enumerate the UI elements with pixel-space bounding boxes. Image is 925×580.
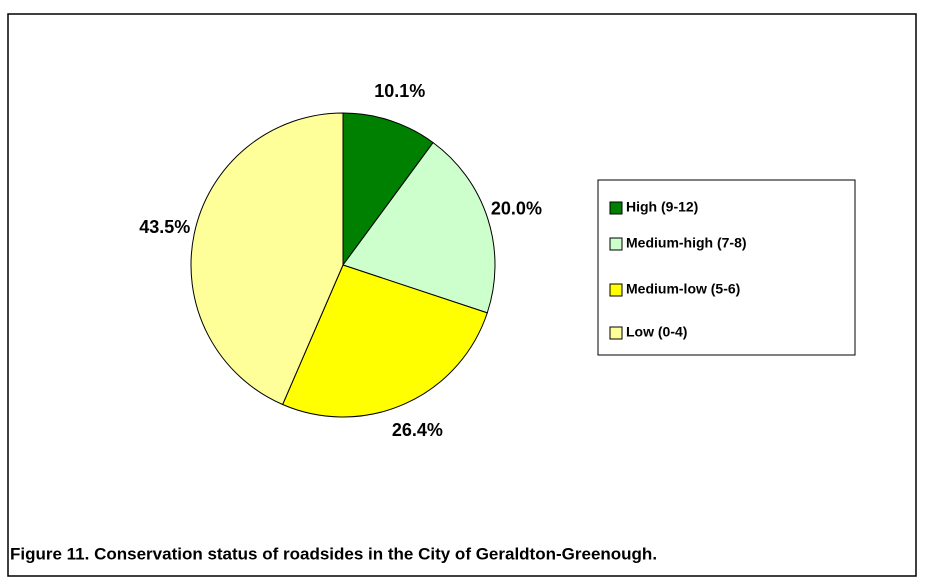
pie-slice: [190, 112, 344, 406]
legend-label: Low (0-4): [626, 324, 687, 340]
legend-swatch: [609, 201, 623, 215]
legend-label: Medium-high (7-8): [626, 235, 747, 251]
legend-swatch: [609, 237, 623, 251]
data-label: 26.4%: [392, 420, 443, 440]
data-label: 10.1%: [374, 81, 425, 101]
legend-label: Medium-low (5-6): [626, 281, 740, 297]
pie-slice: [281, 264, 488, 418]
data-label: 43.5%: [139, 217, 190, 237]
caption: Figure 11. Conservation status of roadsi…: [10, 544, 657, 563]
legend-swatch: [609, 326, 623, 340]
pie-slice: [342, 112, 434, 267]
legend-swatch: [609, 283, 623, 297]
legend-box: [597, 179, 856, 356]
data-label: 20.0%: [491, 199, 542, 219]
pie-slice: [342, 141, 496, 314]
legend-label: High (9-12): [626, 199, 698, 215]
